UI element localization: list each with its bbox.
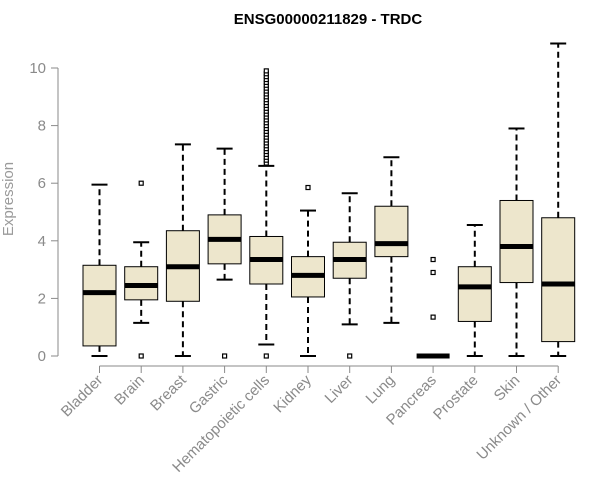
box-bladder bbox=[82, 183, 117, 357]
box bbox=[457, 266, 492, 322]
chart-title: ENSG00000211829 - TRDC bbox=[234, 11, 423, 28]
box bbox=[82, 264, 117, 347]
x-tick-label: Prostate bbox=[430, 372, 482, 424]
box bbox=[374, 205, 409, 258]
box bbox=[499, 199, 534, 284]
outlier-point bbox=[305, 184, 311, 191]
outlier-point bbox=[222, 353, 228, 359]
box-hematopoietic-cells bbox=[249, 68, 284, 359]
box bbox=[541, 217, 576, 343]
y-tick-label: 2 bbox=[38, 290, 46, 307]
y-tick-label: 6 bbox=[38, 175, 46, 192]
box-brain bbox=[124, 180, 159, 359]
y-tick-label: 10 bbox=[29, 60, 46, 77]
boxes-group bbox=[82, 42, 576, 359]
box-pancreas bbox=[416, 256, 450, 359]
box-breast bbox=[165, 143, 200, 357]
box-liver bbox=[332, 192, 367, 359]
box-skin bbox=[499, 127, 534, 357]
y-axis: 0 2 4 6 8 10 bbox=[29, 60, 59, 365]
x-tick-label: Brain bbox=[111, 372, 148, 409]
outlier-point bbox=[347, 353, 353, 359]
x-tick-label: Kidney bbox=[270, 371, 315, 416]
x-tick-label: Liver bbox=[322, 372, 357, 407]
outlier-point bbox=[430, 314, 436, 320]
box-lung bbox=[374, 156, 409, 324]
outlier-point bbox=[430, 269, 436, 276]
outlier-point bbox=[430, 256, 436, 263]
y-tick-label: 8 bbox=[38, 118, 46, 135]
x-tick-label: Lung bbox=[363, 372, 399, 408]
box-kidney bbox=[291, 184, 325, 357]
y-axis-label: Expression bbox=[0, 162, 17, 236]
x-tick-label: Breast bbox=[147, 371, 190, 414]
y-tick-label: 4 bbox=[38, 233, 46, 250]
box-gastric bbox=[207, 147, 242, 359]
box-prostate bbox=[457, 223, 492, 357]
x-tick-label: Bladder bbox=[58, 372, 107, 421]
outlier-point bbox=[263, 353, 269, 359]
y-tick-label: 0 bbox=[38, 348, 46, 365]
outlier-point bbox=[138, 180, 144, 186]
x-tick-label: Skin bbox=[491, 372, 524, 405]
outlier-point bbox=[263, 68, 269, 74]
box-unknown-other bbox=[541, 42, 576, 357]
outlier-point bbox=[138, 353, 144, 359]
